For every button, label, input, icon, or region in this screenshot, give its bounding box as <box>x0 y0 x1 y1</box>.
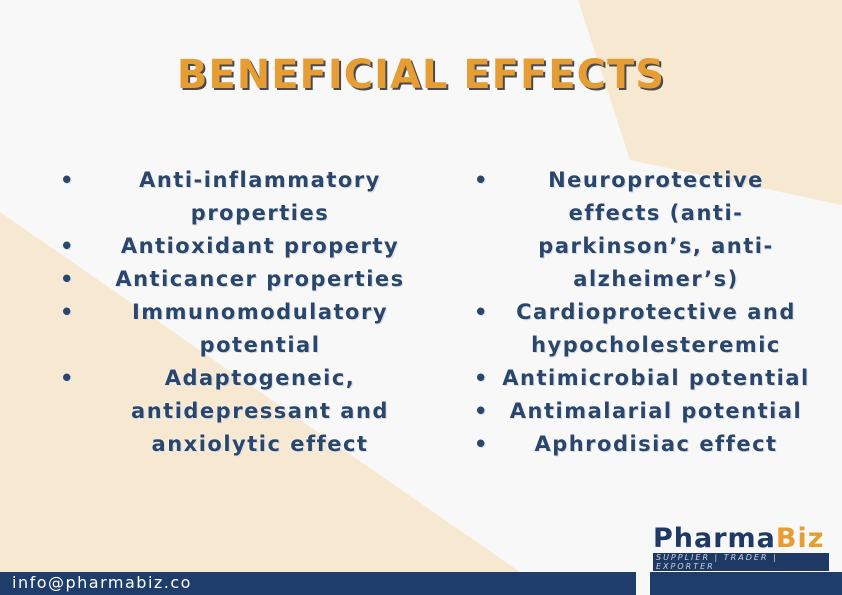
bottom-left-shape <box>0 212 520 572</box>
list-item: • Aphrodisiac effect <box>474 432 778 456</box>
page-title: BENEFICIAL EFFECTS <box>176 52 666 98</box>
list-item: • Immunomodulatory potential <box>60 300 389 357</box>
list-item: • Antioxidant property <box>60 234 400 258</box>
footer-bar-right <box>650 572 842 595</box>
list-item: • Anticancer properties <box>60 267 405 291</box>
left-benefits-list: • Anti-inflammatory properties • Antioxida… <box>60 164 430 461</box>
footer-email: info@pharmabiz.co <box>12 573 192 592</box>
list-item: • Anti-inflammatory properties <box>60 168 381 225</box>
pharmabiz-logo: PharmaBiz SUPPLIER | TRADER | EXPORTER <box>653 525 829 571</box>
right-benefits-list: • Neuroprotective effects (anti-parkinson… <box>474 164 814 461</box>
list-item: • Adaptogeneic, antidepressant and anxiol… <box>60 366 389 456</box>
top-right-shape <box>578 0 842 205</box>
list-item: • Antimicrobial potential <box>474 366 810 390</box>
footer-bar <box>0 572 636 595</box>
list-item: • Cardioprotective and hypocholesteremic <box>474 300 796 357</box>
list-item: • Antimalarial potential <box>474 399 803 423</box>
list-item: • Neuroprotective effects (anti-parkinson… <box>474 168 774 291</box>
